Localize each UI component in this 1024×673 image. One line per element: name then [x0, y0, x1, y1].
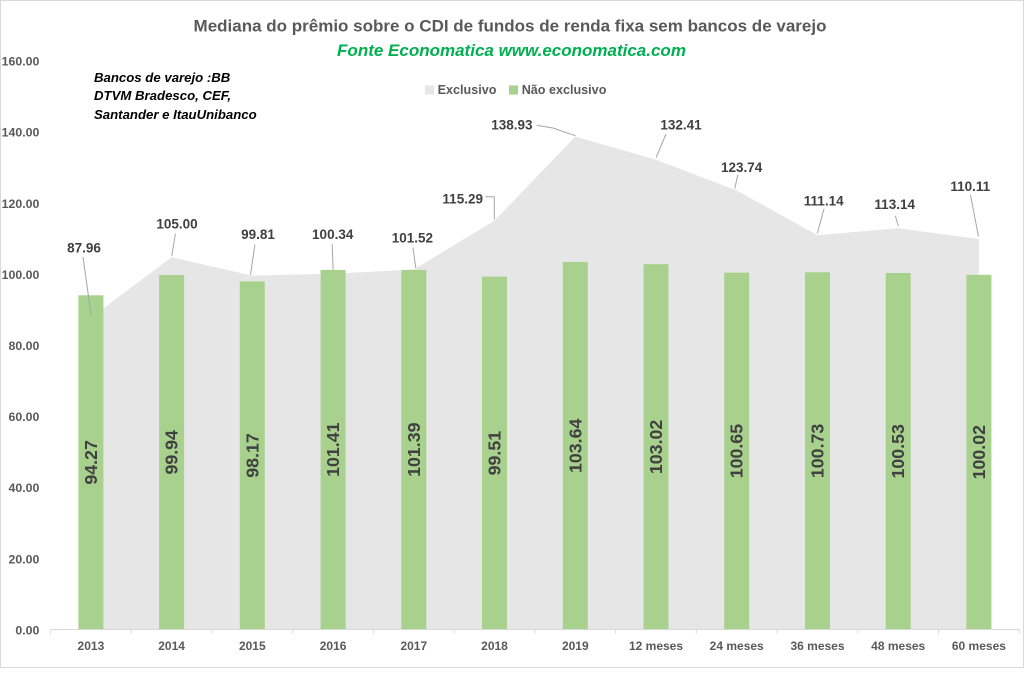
svg-text:100.65: 100.65 [727, 424, 747, 478]
svg-text:2018: 2018 [481, 639, 508, 653]
svg-text:2014: 2014 [158, 639, 185, 653]
svg-text:DTVM Bradesco, CEF,: DTVM Bradesco, CEF, [94, 88, 231, 103]
svg-text:60.00: 60.00 [9, 410, 40, 424]
svg-text:100.00: 100.00 [2, 268, 40, 282]
svg-text:132.41: 132.41 [660, 118, 702, 133]
svg-text:99.94: 99.94 [162, 430, 182, 475]
svg-text:101.41: 101.41 [323, 422, 343, 476]
svg-text:36 meses: 36 meses [790, 639, 844, 653]
svg-text:87.96: 87.96 [67, 241, 101, 256]
svg-text:2015: 2015 [239, 639, 266, 653]
svg-text:60 meses: 60 meses [952, 639, 1006, 653]
svg-text:140.00: 140.00 [2, 126, 40, 140]
svg-text:40.00: 40.00 [9, 481, 40, 495]
svg-text:80.00: 80.00 [9, 339, 40, 353]
svg-text:2019: 2019 [562, 639, 589, 653]
svg-text:94.27: 94.27 [81, 440, 101, 485]
svg-text:48 meses: 48 meses [871, 639, 925, 653]
svg-text:2013: 2013 [78, 639, 105, 653]
svg-text:100.73: 100.73 [808, 424, 828, 478]
svg-text:123.74: 123.74 [721, 160, 763, 175]
svg-text:113.14: 113.14 [874, 197, 915, 212]
svg-text:120.00: 120.00 [2, 197, 40, 211]
svg-text:0.00: 0.00 [15, 624, 39, 638]
svg-text:105.00: 105.00 [156, 217, 197, 232]
svg-text:103.02: 103.02 [646, 420, 666, 474]
svg-text:2017: 2017 [400, 639, 427, 653]
svg-text:100.34: 100.34 [312, 227, 354, 242]
svg-text:100.02: 100.02 [969, 425, 989, 479]
svg-text:111.14: 111.14 [804, 194, 844, 209]
svg-text:Santander e ItauUnibanco: Santander e ItauUnibanco [94, 107, 257, 122]
svg-text:101.52: 101.52 [392, 231, 433, 246]
svg-text:Exclusivo: Exclusivo [438, 83, 497, 97]
svg-text:110.11: 110.11 [950, 179, 990, 194]
svg-text:Fonte Economatica www.economat: Fonte Economatica www.economatica.com [337, 41, 686, 60]
svg-text:Mediana do prêmio sobre o CDI: Mediana do prêmio sobre o CDI de fundos … [194, 17, 827, 36]
svg-text:12 meses: 12 meses [629, 639, 683, 653]
svg-text:101.39: 101.39 [404, 422, 424, 476]
svg-text:2016: 2016 [320, 639, 347, 653]
svg-text:160.00: 160.00 [2, 55, 40, 69]
svg-text:115.29: 115.29 [442, 191, 483, 206]
svg-text:103.64: 103.64 [565, 418, 585, 472]
svg-text:100.53: 100.53 [888, 424, 908, 478]
svg-text:Não exclusivo: Não exclusivo [522, 83, 607, 97]
svg-text:138.93: 138.93 [491, 118, 533, 133]
svg-text:Bancos de varejo :BB: Bancos de varejo :BB [94, 70, 231, 85]
svg-text:98.17: 98.17 [242, 433, 262, 478]
svg-text:99.51: 99.51 [485, 431, 505, 476]
svg-text:24 meses: 24 meses [710, 639, 764, 653]
svg-text:99.81: 99.81 [241, 227, 275, 242]
svg-text:20.00: 20.00 [9, 552, 40, 566]
